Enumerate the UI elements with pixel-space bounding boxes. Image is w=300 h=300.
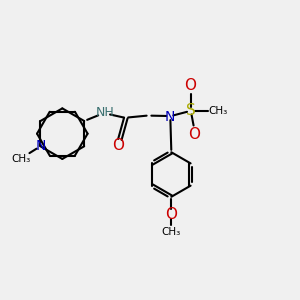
Text: O: O	[184, 78, 196, 93]
Text: O: O	[165, 207, 177, 222]
Text: NH: NH	[96, 106, 114, 118]
Text: N: N	[165, 110, 175, 124]
Text: O: O	[188, 127, 200, 142]
Text: CH₃: CH₃	[11, 154, 31, 164]
Text: CH₃: CH₃	[162, 227, 181, 238]
Text: CH₃: CH₃	[208, 106, 228, 116]
Text: N: N	[35, 139, 46, 153]
Text: O: O	[112, 138, 124, 153]
Text: S: S	[186, 103, 196, 118]
